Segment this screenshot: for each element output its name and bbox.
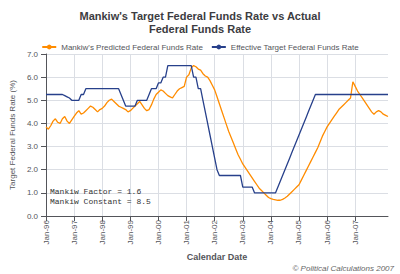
svg-text:6.0: 6.0	[27, 73, 39, 82]
svg-text:7.0: 7.0	[27, 50, 39, 59]
svg-text:Mankiw's Target Federal Funds: Mankiw's Target Federal Funds Rate vs Ac…	[79, 10, 320, 22]
svg-text:0.0: 0.0	[27, 212, 39, 221]
svg-text:Mankiw Factor = 1.6: Mankiw Factor = 1.6	[50, 187, 141, 196]
svg-text:4.0: 4.0	[27, 119, 39, 128]
svg-text:Effective Target Federal Funds: Effective Target Federal Funds Rate	[231, 43, 359, 52]
svg-text:Jan-03: Jan-03	[238, 219, 247, 244]
svg-text:Calendar Date: Calendar Date	[187, 252, 248, 262]
svg-text:Federal Funds Rate: Federal Funds Rate	[149, 23, 251, 35]
svg-text:Jan-04: Jan-04	[266, 219, 275, 244]
svg-text:1.0: 1.0	[27, 188, 39, 197]
svg-text:Jan-01: Jan-01	[182, 219, 191, 244]
svg-text:Jan-97: Jan-97	[70, 219, 79, 244]
svg-text:© Political Calculations 2007: © Political Calculations 2007	[292, 264, 394, 273]
svg-text:Jan-06: Jan-06	[323, 219, 332, 244]
svg-text:Mankiw Constant = 8.5: Mankiw Constant = 8.5	[50, 197, 151, 206]
svg-text:Mankiw's Predicted Federal Fun: Mankiw's Predicted Federal Funds Rate	[61, 43, 203, 52]
svg-text:Jan-02: Jan-02	[210, 219, 219, 244]
svg-text:Jan-00: Jan-00	[154, 219, 163, 244]
svg-text:Jan-98: Jan-98	[98, 219, 107, 244]
svg-text:Jan-99: Jan-99	[126, 219, 135, 244]
svg-text:Jan-96: Jan-96	[42, 219, 51, 244]
svg-text:Target Federal Funds Rate (%): Target Federal Funds Rate (%)	[8, 80, 17, 190]
svg-text:Jan-07: Jan-07	[351, 219, 360, 244]
svg-text:5.0: 5.0	[27, 96, 39, 105]
svg-text:Jan-05: Jan-05	[294, 219, 303, 244]
svg-text:3.0: 3.0	[27, 142, 39, 151]
svg-text:2.0: 2.0	[27, 165, 39, 174]
